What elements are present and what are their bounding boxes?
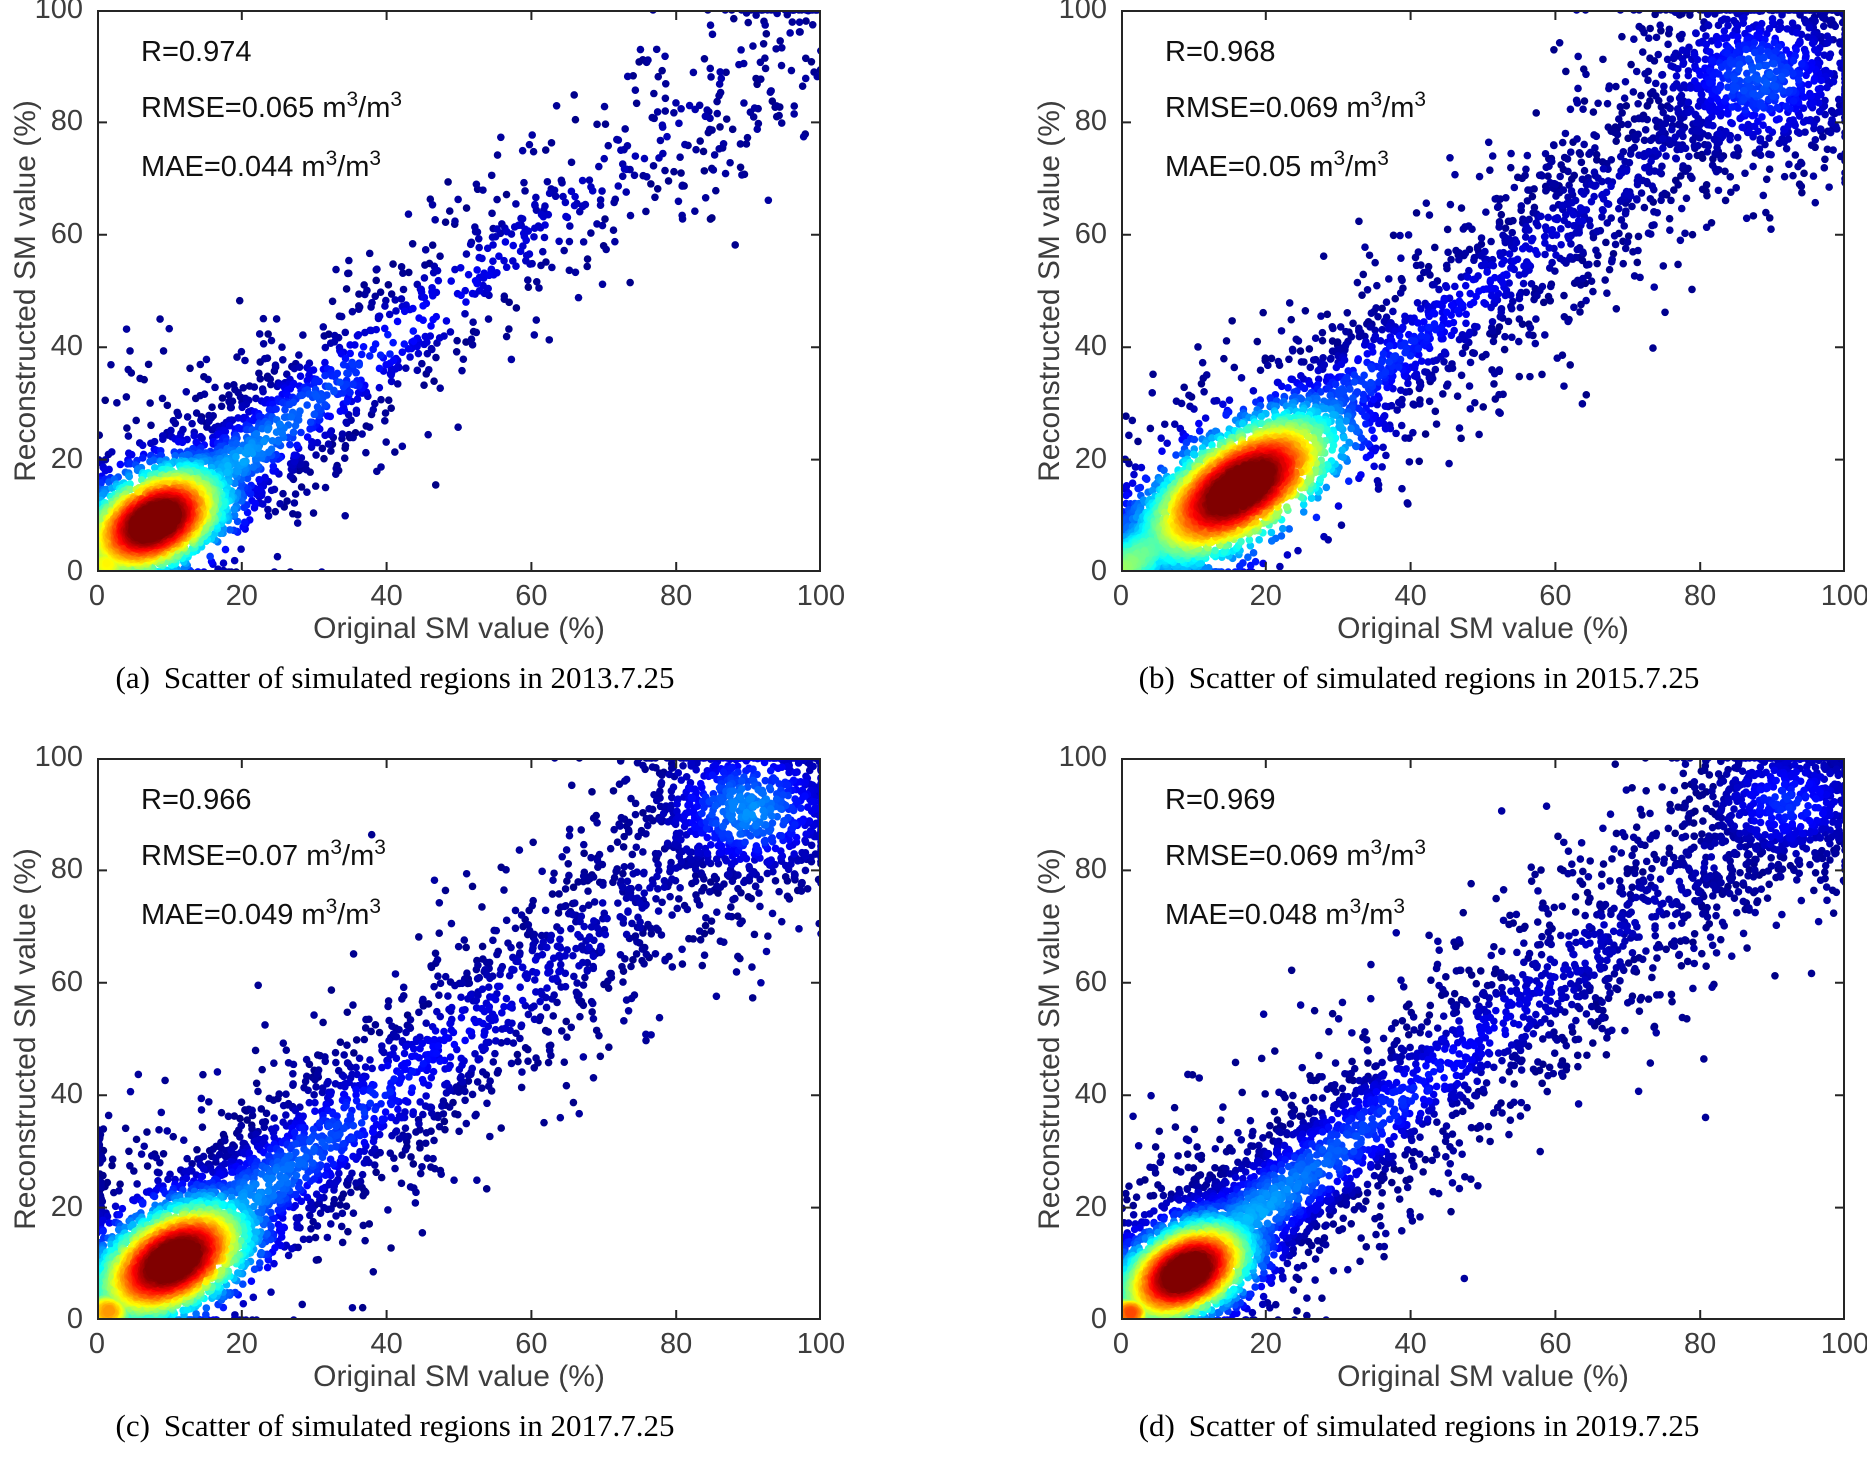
x-tick-label-0: 0 [88,580,106,612]
y-tick-label-80: 80 [50,853,83,886]
x-axis-label: Original SM value (%) [313,1360,605,1393]
stat-r: R=0.974 [141,36,252,68]
x-tick-label-100: 100 [796,1328,846,1360]
plot-area-c: R=0.966 RMSE=0.07 m3/m3 MAE=0.049 m3/m3 [97,758,821,1320]
stats-annotation-c: R=0.966 RMSE=0.07 m3/m3 MAE=0.049 m3/m3 [141,772,386,946]
y-tick-label-20: 20 [50,1190,83,1223]
x-tick-label-0: 0 [88,1328,106,1360]
y-tick-label-40: 40 [50,330,83,363]
plot-area-d: R=0.969 RMSE=0.069 m3/m3 MAE=0.048 m3/m3 [1121,758,1845,1320]
y-tick-label-60: 60 [50,217,83,250]
x-tick-label-20: 20 [1249,580,1282,612]
x-tick-label-40: 40 [1394,580,1427,612]
x-tick-label-20: 20 [225,1328,258,1360]
caption-label: (d) [1138,1408,1175,1443]
x-tick-label-80: 80 [660,1328,693,1360]
y-tick-label-100: 100 [1058,741,1107,773]
y-tick-label-40: 40 [50,1078,83,1111]
caption-b: (b) Scatter of simulated regions in 2015.… [1024,660,1814,696]
y-tick-label-100: 100 [34,741,83,773]
stat-rmse: RMSE=0.07 m3/m3 [141,835,386,872]
y-tick-label-100: 100 [1058,0,1107,25]
caption-label: (b) [1138,660,1175,695]
y-tick-label-60: 60 [50,965,83,998]
x-tick-label-60: 60 [515,580,548,612]
caption-text: Scatter of simulated regions in 2015.7.2… [1188,660,1700,695]
y-tick-label-80: 80 [1074,105,1107,138]
y-tick-label-0: 0 [1090,1303,1107,1335]
stats-annotation-a: R=0.974 RMSE=0.065 m3/m3 MAE=0.044 m3/m3 [141,24,402,198]
caption-c: (c) Scatter of simulated regions in 2017.… [0,1408,790,1444]
density-scatter-canvas-c [97,758,821,1320]
stat-r: R=0.968 [1165,36,1276,68]
x-tick-label-60: 60 [1539,580,1572,612]
x-axis-label: Original SM value (%) [1337,612,1629,645]
caption-text: Scatter of simulated regions in 2013.7.2… [163,660,675,695]
x-axis-label: Original SM value (%) [1337,1360,1629,1393]
y-axis-label: Reconstructed SM value (%) [9,848,42,1230]
caption-text: Scatter of simulated regions in 2017.7.2… [163,1408,675,1443]
y-tick-label-0: 0 [66,555,83,587]
x-tick-label-40: 40 [370,1328,403,1360]
y-tick-label-100: 100 [34,0,83,25]
density-scatter-canvas-a [97,10,821,572]
density-scatter-canvas-d [1121,758,1845,1320]
plot-area-a: R=0.974 RMSE=0.065 m3/m3 MAE=0.044 m3/m3 [97,10,821,572]
x-tick-label-20: 20 [225,580,258,612]
x-tick-label-80: 80 [660,580,693,612]
x-tick-label-40: 40 [1394,1328,1427,1360]
x-tick-label-60: 60 [515,1328,548,1360]
x-axis-label: Original SM value (%) [313,612,605,645]
y-tick-label-60: 60 [1074,217,1107,250]
caption-text: Scatter of simulated regions in 2019.7.2… [1188,1408,1700,1443]
x-tick-label-80: 80 [1684,580,1717,612]
stat-rmse: RMSE=0.069 m3/m3 [1165,87,1426,124]
stat-r: R=0.966 [141,784,252,816]
density-scatter-canvas-b [1121,10,1845,572]
y-axis-label: Reconstructed SM value (%) [1033,848,1066,1230]
x-tick-label-60: 60 [1539,1328,1572,1360]
x-tick-label-100: 100 [796,580,846,612]
subfigure-a: Reconstructed SM value (%) R=0.974 RMSE=… [0,0,850,740]
x-tick-label-0: 0 [1112,580,1130,612]
stat-rmse: RMSE=0.069 m3/m3 [1165,835,1426,872]
y-tick-label-0: 0 [1090,555,1107,587]
y-tick-label-20: 20 [1074,1190,1107,1223]
caption-a: (a) Scatter of simulated regions in 2013.… [0,660,790,696]
y-axis-label: Reconstructed SM value (%) [9,100,42,482]
plot-area-b: R=0.968 RMSE=0.069 m3/m3 MAE=0.05 m3/m3 [1121,10,1845,572]
x-tick-label-20: 20 [1249,1328,1282,1360]
x-tick-label-40: 40 [370,580,403,612]
stats-annotation-b: R=0.968 RMSE=0.069 m3/m3 MAE=0.05 m3/m3 [1165,24,1426,198]
stat-mae: MAE=0.049 m3/m3 [141,894,382,931]
y-axis-label: Reconstructed SM value (%) [1033,100,1066,482]
stat-rmse: RMSE=0.065 m3/m3 [141,87,402,124]
x-tick-label-100: 100 [1820,1328,1867,1360]
caption-label: (a) [115,660,150,695]
x-tick-label-0: 0 [1112,1328,1130,1360]
x-tick-label-100: 100 [1820,580,1867,612]
x-tick-label-80: 80 [1684,1328,1717,1360]
y-tick-label-40: 40 [1074,330,1107,363]
subfigure-b: Reconstructed SM value (%) R=0.968 RMSE=… [1024,0,1867,740]
y-tick-label-20: 20 [1074,442,1107,475]
stat-mae: MAE=0.05 m3/m3 [1165,146,1389,183]
y-tick-label-60: 60 [1074,965,1107,998]
stat-r: R=0.969 [1165,784,1276,816]
subfigure-d: Reconstructed SM value (%) R=0.969 RMSE=… [1024,741,1867,1469]
stat-mae: MAE=0.044 m3/m3 [141,146,382,183]
y-tick-label-80: 80 [50,105,83,138]
caption-d: (d) Scatter of simulated regions in 2019.… [1024,1408,1814,1444]
stats-annotation-d: R=0.969 RMSE=0.069 m3/m3 MAE=0.048 m3/m3 [1165,772,1426,946]
y-tick-label-0: 0 [66,1303,83,1335]
subfigure-c: Reconstructed SM value (%) R=0.966 RMSE=… [0,741,850,1469]
caption-label: (c) [115,1408,150,1443]
y-tick-label-40: 40 [1074,1078,1107,1111]
y-tick-label-80: 80 [1074,853,1107,886]
y-tick-label-20: 20 [50,442,83,475]
stat-mae: MAE=0.048 m3/m3 [1165,894,1406,931]
